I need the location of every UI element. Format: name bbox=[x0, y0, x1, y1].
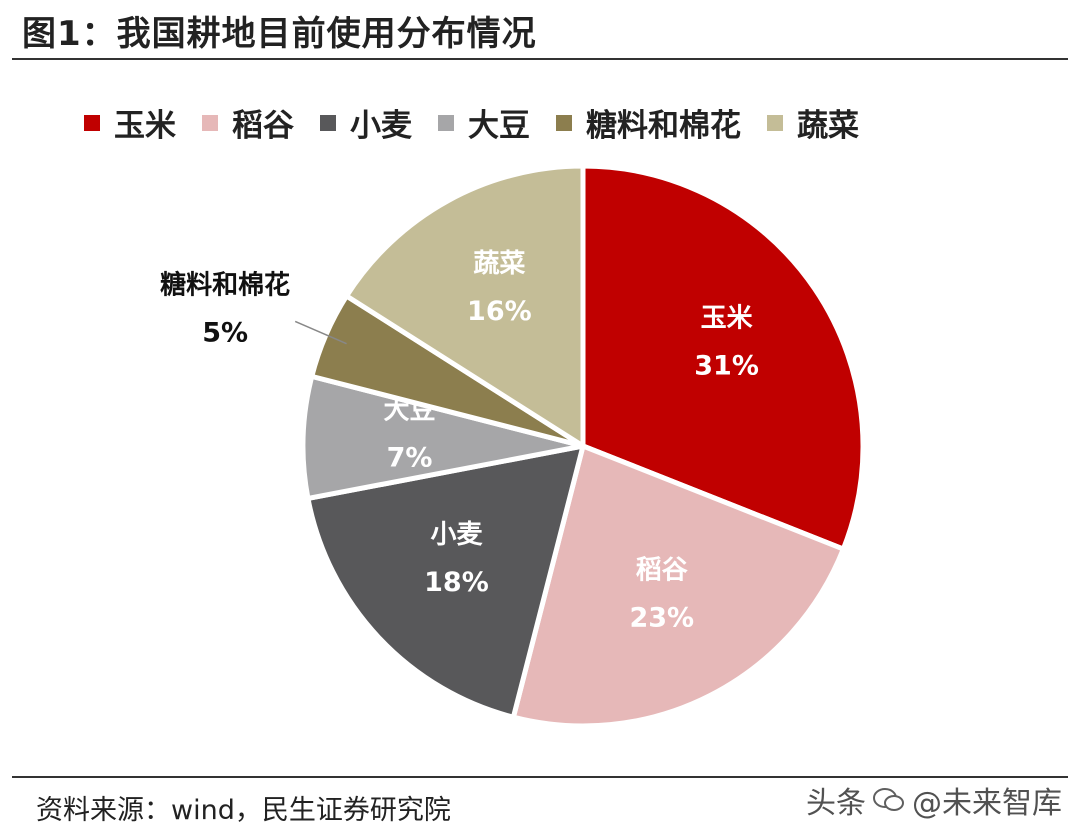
slice-label: 小麦 bbox=[430, 520, 483, 550]
watermark-right: @未来智库 bbox=[912, 786, 1062, 821]
legend-swatch bbox=[202, 114, 218, 131]
legend-swatch bbox=[438, 114, 454, 131]
slice-value: 5% bbox=[202, 317, 248, 348]
legend-item: 糖料和棉花 bbox=[556, 100, 741, 145]
pie-slice bbox=[580, 163, 866, 552]
legend-swatch bbox=[767, 114, 783, 131]
title-divider bbox=[12, 58, 1068, 60]
legend-label: 糖料和棉花 bbox=[586, 108, 741, 144]
legend-swatch bbox=[556, 114, 572, 131]
pie-slice bbox=[305, 443, 586, 720]
legend-label: 稻谷 bbox=[232, 108, 294, 144]
footer-divider bbox=[12, 776, 1068, 778]
leader-line bbox=[294, 320, 347, 345]
slice-value: 7% bbox=[387, 443, 433, 474]
slice-value: 31% bbox=[694, 350, 759, 381]
page-title: 图1：我国耕地目前使用分布情况 bbox=[22, 14, 537, 54]
watermark-left: 头条 bbox=[806, 786, 866, 821]
slice-label: 玉米 bbox=[701, 303, 753, 333]
slice-label: 稻谷 bbox=[636, 556, 689, 586]
wechat-icon bbox=[873, 788, 904, 811]
legend-label: 玉米 bbox=[114, 108, 176, 144]
slice-value: 16% bbox=[467, 296, 532, 327]
watermark: 头条 @未来智库 bbox=[806, 778, 1062, 822]
pie-slice bbox=[344, 163, 586, 449]
chart-legend: 玉米 稻谷 小麦 大豆 糖料和棉花 蔬菜 bbox=[84, 100, 859, 145]
legend-item: 大豆 bbox=[438, 100, 530, 145]
legend-item: 小麦 bbox=[320, 100, 412, 145]
legend-item: 玉米 bbox=[84, 100, 176, 145]
legend-swatch bbox=[84, 114, 100, 131]
slice-value: 18% bbox=[424, 567, 489, 598]
source-note: 资料来源：wind，民生证券研究院 bbox=[36, 795, 451, 826]
legend-swatch bbox=[320, 114, 336, 131]
pie-slice bbox=[510, 443, 846, 729]
legend-item: 蔬菜 bbox=[767, 100, 859, 145]
slice-label: 糖料和棉花 bbox=[160, 269, 290, 300]
legend-label: 蔬菜 bbox=[797, 108, 859, 144]
slice-value: 23% bbox=[629, 603, 694, 634]
legend-label: 小麦 bbox=[350, 108, 412, 144]
legend-item: 稻谷 bbox=[202, 100, 294, 145]
legend-label: 大豆 bbox=[468, 108, 530, 144]
slice-label: 蔬菜 bbox=[473, 249, 525, 279]
